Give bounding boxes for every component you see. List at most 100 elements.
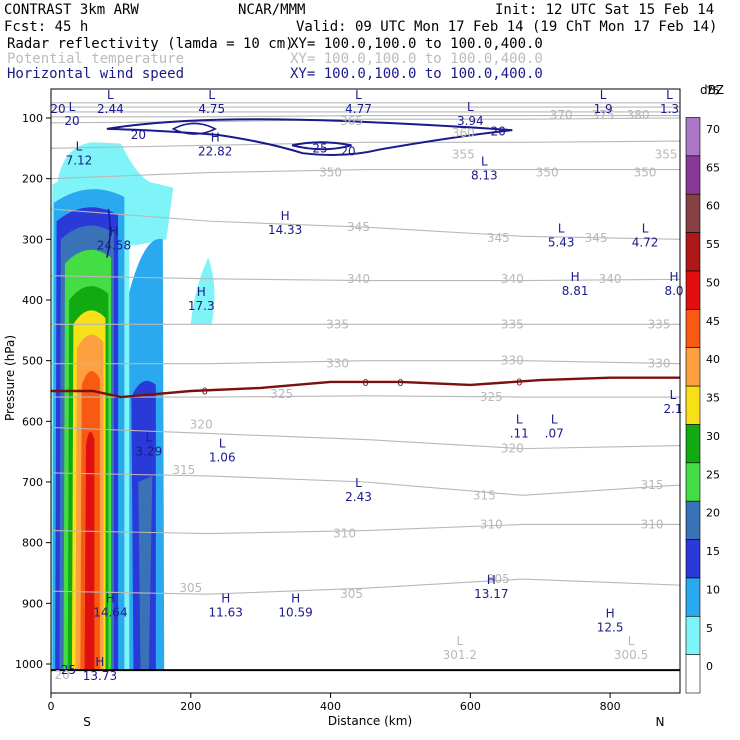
wind-label: 20 (491, 124, 506, 138)
theta-label: 355 (452, 147, 475, 161)
extremum-marker: L (666, 88, 673, 102)
theta-label: 320 (501, 442, 524, 456)
forecast-hour: Fcst: 45 h (4, 19, 89, 35)
colorbar-swatch (685, 385, 701, 425)
freezing-level-label: 0 (516, 378, 522, 389)
x-endpoint-right: N (656, 715, 665, 729)
extremum-value: 4.77 (345, 102, 372, 116)
colorbar-tick-label: 65 (706, 161, 720, 174)
extremum-marker: H (211, 130, 220, 144)
theta-label: 325 (480, 390, 503, 404)
theta-contour (51, 578, 680, 595)
wind-label: 20 (340, 144, 355, 158)
colorbar-swatch (685, 232, 701, 272)
colorbar-swatch (685, 193, 701, 233)
extremum-marker: L (355, 476, 362, 490)
extremum-marker: L (516, 412, 523, 426)
field1-xy: XY= 100.0,100.0 to 100.0,400.0 (290, 36, 543, 52)
theta-label: 350 (634, 166, 657, 180)
theta-label: 20 (55, 668, 70, 682)
theta-label: 365 (340, 114, 363, 128)
x-axis-label: Distance (km) (328, 714, 412, 728)
colorbar-swatch (685, 500, 701, 540)
extremum-value: 22.82 (198, 144, 232, 158)
y-tick-label: 200 (22, 173, 43, 186)
theta-label: 330 (326, 357, 349, 371)
colorbar-swatch (685, 117, 701, 157)
theta-contour (51, 426, 680, 450)
theta-contour (51, 115, 680, 118)
theta-label: 330 (648, 357, 671, 371)
extremum-marker: H (281, 209, 290, 223)
theta-label: 350 (319, 166, 342, 180)
extremum-marker: H (291, 591, 300, 605)
theta-label: 305 (340, 587, 363, 601)
y-tick-label: 100 (22, 112, 43, 125)
extremum-value: 2.1 (663, 402, 682, 416)
theta-extremum-value: 301.2 (443, 648, 477, 662)
extremum-value: 14.64 (93, 605, 127, 619)
field1-name: Radar reflectivity (lamda = 10 cm) (7, 36, 294, 52)
colorbar-label: dBZ (700, 83, 724, 97)
theta-contour (51, 169, 680, 180)
theta-label: 370 (550, 108, 573, 122)
extremum-marker: H (106, 591, 115, 605)
colorbar-tick-label: 35 (706, 392, 720, 405)
reflectivity-patch (190, 257, 215, 325)
colorbar-swatch (685, 270, 701, 310)
extremum-marker: L (670, 388, 677, 402)
freezing-level-label: 0 (202, 386, 208, 397)
colorbar-tick-label: 75 (706, 85, 720, 98)
y-tick-label: 400 (22, 294, 43, 307)
extremum-marker: H (221, 591, 230, 605)
extremum-value: 2.43 (345, 490, 372, 504)
y-tick-label: 900 (22, 597, 43, 610)
colorbar-tick-label: 50 (706, 276, 720, 289)
colorbar-swatch (685, 308, 701, 348)
extremum-marker: H (606, 607, 615, 621)
extremum-marker: L (481, 155, 488, 169)
init-time: Init: 12 UTC Sat 15 Feb 14 (495, 2, 715, 18)
y-tick-label: 300 (22, 233, 43, 246)
extremum-marker: H (95, 655, 104, 669)
extremum-value: 1.9 (594, 102, 613, 116)
x-tick-label: 800 (600, 700, 621, 713)
freezing-level-label: 0 (362, 378, 368, 389)
theta-label: 340 (501, 272, 524, 286)
colorbar-tick-label: 55 (706, 238, 720, 251)
colorbar-swatch (685, 577, 701, 617)
extremum-marker: L (219, 437, 226, 451)
freezing-level-line (51, 376, 680, 399)
theta-extremum-marker: L (628, 634, 635, 648)
wind-contour-20 (106, 208, 111, 258)
extremum-value: 17.3 (188, 299, 215, 313)
extremum-value: 1.3 (660, 102, 679, 116)
colorbar-tick-label: 60 (706, 200, 720, 213)
extremum-marker: L (558, 221, 565, 235)
theta-label: 310 (641, 517, 664, 531)
extremum-marker: H (571, 270, 580, 284)
extremum-marker: L (355, 88, 362, 102)
theta-label: 320 (190, 417, 213, 431)
y-tick-label: 500 (22, 355, 43, 368)
field2-xy: XY= 100.0,100.0 to 100.0,400.0 (290, 51, 543, 67)
theta-label: 380 (627, 108, 650, 122)
extremum-value: 11.63 (209, 605, 243, 619)
theta-label: 360 (452, 126, 475, 140)
valid-time: Valid: 09 UTC Mon 17 Feb 14 (19 ChT Mon … (296, 19, 718, 35)
extremum-marker: L (76, 139, 83, 153)
theta-extremum-marker: L (457, 634, 464, 648)
reflectivity-core-layer (84, 431, 95, 671)
theta-label: 345 (347, 220, 370, 234)
theta-label: 330 (501, 354, 524, 368)
extremum-marker: L (642, 221, 649, 235)
colorbar-tick-label: 0 (706, 660, 713, 673)
colorbar-tick-label: 5 (706, 622, 713, 635)
extremum-value: 1.06 (209, 451, 236, 465)
extremum-value: 8.0 (664, 284, 683, 298)
freezing-level-label: 0 (397, 378, 403, 389)
x-tick-label: 600 (460, 700, 481, 713)
extremum-marker: L (208, 88, 215, 102)
extremum-value: 8.13 (471, 169, 498, 183)
field3-xy: XY= 100.0,100.0 to 100.0,400.0 (290, 66, 543, 82)
